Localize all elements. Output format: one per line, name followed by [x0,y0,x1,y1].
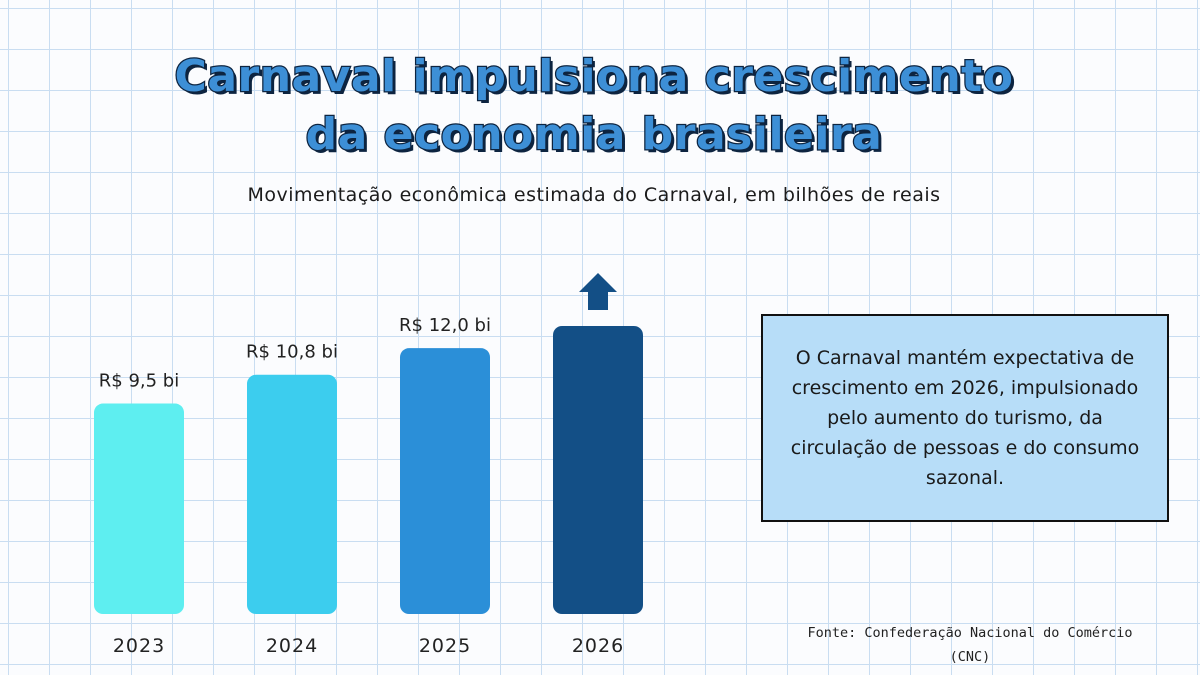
bar-2025 [400,348,490,614]
growth-arrow-icon [579,273,617,310]
note-box: O Carnaval mantém expectativa de crescim… [761,314,1169,522]
title-line-1: Carnaval impulsiona crescimento [173,50,1014,104]
chart-title: Carnaval impulsiona crescimento da econo… [0,48,1188,164]
category-label-2024: 2024 [266,635,318,657]
bar-value-label-2023: R$ 9,5 bi [99,371,179,392]
bar-2026 [553,326,643,614]
note-text: O Carnaval mantém expectativa de crescim… [790,347,1140,489]
bar-2023 [94,403,184,614]
category-label-2023: 2023 [113,635,165,657]
title-line-2: da economia brasileira [304,108,883,162]
category-label-2025: 2025 [419,635,471,657]
chart-subtitle: Movimentação econômica estimada do Carna… [247,184,941,206]
source-note: Fonte: Confederação Nacional do Comércio… [807,625,1133,665]
bar-value-label-2024: R$ 10,8 bi [246,342,338,363]
category-label-2026: 2026 [572,635,624,657]
bar-2024 [247,374,337,614]
bar-value-label-2025: R$ 12,0 bi [399,315,491,336]
